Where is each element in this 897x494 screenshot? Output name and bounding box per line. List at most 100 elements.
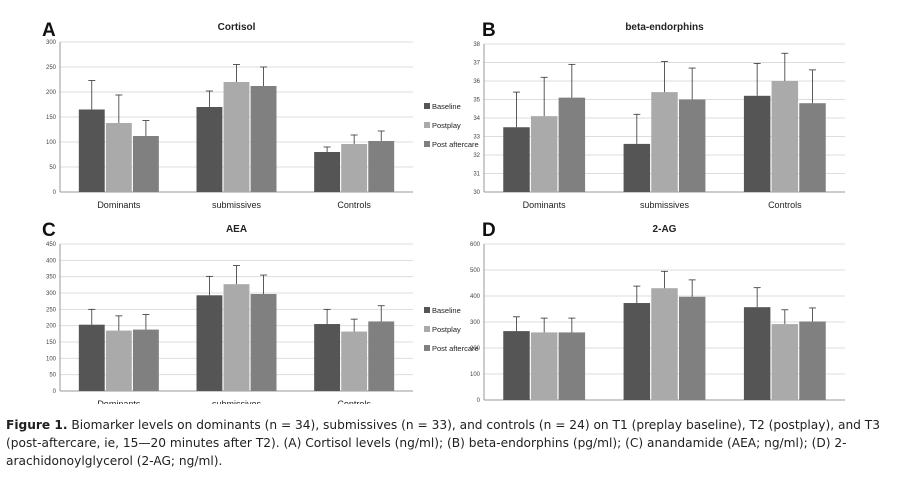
panel-a-bar bbox=[132, 136, 159, 192]
panel-c-legend-swatch bbox=[424, 345, 430, 351]
panel-b-bar bbox=[771, 81, 799, 192]
panel-d-ytick-label: 400 bbox=[470, 294, 481, 300]
panel-c-title: AEA bbox=[226, 224, 247, 235]
panel-a-legend-swatch bbox=[424, 122, 430, 128]
panel-c-legend-label: Post aftercare bbox=[432, 344, 479, 353]
panel-b-bar bbox=[743, 95, 771, 192]
panel-c-bar bbox=[196, 295, 223, 391]
caption-label: Figure 1. bbox=[6, 418, 68, 432]
panel-d-bar bbox=[743, 307, 771, 400]
panel-c-ytick-label: 300 bbox=[46, 291, 57, 297]
panel-d-title: 2-AG bbox=[653, 224, 677, 235]
panel-b-letter: B bbox=[482, 20, 496, 41]
figure-caption: Figure 1. Biomarker levels on dominants … bbox=[6, 416, 891, 470]
panel-d-bar bbox=[503, 331, 530, 400]
panel-b-title: beta-endorphins bbox=[625, 22, 704, 33]
panel-a-legend-label: Baseline bbox=[432, 102, 461, 111]
panel-d-ytick-label: 100 bbox=[470, 372, 481, 378]
panel-d-ytick-label: 300 bbox=[470, 320, 481, 326]
panel-d-bar bbox=[530, 332, 558, 400]
panel-b-ytick-label: 31 bbox=[473, 172, 480, 178]
panel-c-ytick-label: 0 bbox=[53, 389, 57, 395]
panel-a-bar bbox=[314, 152, 341, 192]
panel-a-ytick-label: 300 bbox=[46, 40, 57, 46]
panel-c-bar bbox=[250, 293, 277, 391]
panel-d-ytick-label: 600 bbox=[470, 242, 481, 248]
panel-c-ytick-label: 450 bbox=[46, 242, 57, 248]
panel-d-bar bbox=[558, 332, 586, 400]
panel-c-bar bbox=[368, 321, 395, 391]
panel-b-bar bbox=[678, 99, 706, 192]
panel-d-bar bbox=[771, 324, 799, 400]
panel-b-category-label: Controls bbox=[768, 200, 802, 210]
panel-d-bar bbox=[678, 296, 706, 400]
panel-b-ytick-label: 30 bbox=[473, 190, 480, 196]
panel-a-legend-swatch bbox=[424, 141, 430, 147]
panel-b-bar bbox=[558, 97, 586, 192]
panel-a-legend-label: Postplay bbox=[432, 121, 461, 130]
panel-c-bar bbox=[223, 284, 250, 391]
panel-a-bar bbox=[105, 123, 132, 192]
panel-a-ytick-label: 100 bbox=[46, 140, 57, 146]
panel-b-bar bbox=[530, 116, 558, 192]
panel-c-bar bbox=[314, 324, 341, 391]
panel-c-category-label: Dominants bbox=[97, 399, 141, 404]
panel-c-legend-swatch bbox=[424, 326, 430, 332]
caption-text: Biomarker levels on dominants (n = 34), … bbox=[6, 418, 880, 468]
panel-c-legend-label: Baseline bbox=[432, 306, 461, 315]
panel-c-letter: C bbox=[42, 220, 56, 241]
panel-b-ytick-label: 37 bbox=[473, 61, 480, 67]
panel-b-category-label: Dominants bbox=[523, 200, 567, 210]
panel-a-category-label: submissives bbox=[212, 200, 262, 210]
panel-d-bar bbox=[651, 288, 678, 400]
panel-d-bar bbox=[799, 321, 826, 400]
panel-a-bar bbox=[78, 109, 105, 192]
panel-a-ytick-label: 200 bbox=[46, 90, 57, 96]
panel-b-bar bbox=[799, 103, 826, 192]
panel-b-bar bbox=[503, 127, 530, 192]
panel-d-bar bbox=[623, 303, 651, 400]
panel-b-ytick-label: 33 bbox=[473, 135, 480, 141]
panel-c-ytick-label: 100 bbox=[46, 356, 57, 362]
panel-a-title: Cortisol bbox=[218, 22, 256, 33]
panel-b-bar bbox=[623, 143, 651, 192]
panel-c-ytick-label: 50 bbox=[49, 373, 56, 379]
panel-b-ytick-label: 32 bbox=[473, 153, 480, 159]
panel-c-ytick-label: 200 bbox=[46, 324, 57, 330]
panel-a-ytick-label: 250 bbox=[46, 65, 57, 71]
panel-d-ytick-label: 500 bbox=[470, 268, 481, 274]
panel-c-bar bbox=[132, 329, 159, 391]
panel-a-bar bbox=[250, 86, 277, 192]
panel-c-category-label: Controls bbox=[337, 399, 371, 404]
panel-a-ytick-label: 150 bbox=[46, 115, 57, 121]
panel-a-legend-swatch bbox=[424, 103, 430, 109]
panel-c-legend-swatch bbox=[424, 307, 430, 313]
panel-a-bar bbox=[196, 107, 223, 192]
panel-a-ytick-label: 50 bbox=[49, 165, 56, 171]
panel-a-category-label: Dominants bbox=[97, 200, 141, 210]
panel-c-legend-label: Postplay bbox=[432, 325, 461, 334]
panel-b-category-label: submissives bbox=[640, 200, 690, 210]
panel-c-bar bbox=[78, 324, 105, 391]
panel-b-ytick-label: 34 bbox=[473, 116, 480, 122]
panel-c-ytick-label: 400 bbox=[46, 258, 57, 264]
panel-b-ytick-label: 38 bbox=[473, 42, 480, 48]
panel-b-ytick-label: 36 bbox=[473, 79, 480, 85]
panel-d-letter: D bbox=[482, 220, 496, 241]
panel-b-bar bbox=[651, 92, 678, 192]
panel-d-ytick-label: 0 bbox=[477, 398, 481, 404]
panel-c-ytick-label: 150 bbox=[46, 340, 57, 346]
panel-a-legend-label: Post aftercare bbox=[432, 140, 479, 149]
panel-a-bar bbox=[368, 141, 395, 192]
panel-c-ytick-label: 250 bbox=[46, 307, 57, 313]
panel-b-ytick-label: 35 bbox=[473, 98, 480, 104]
panel-d-ytick-label: 200 bbox=[470, 346, 481, 352]
panel-c-bar bbox=[105, 330, 132, 391]
panel-a-letter: A bbox=[42, 20, 56, 41]
panel-a-bar bbox=[223, 82, 250, 192]
panel-c-category-label: submissives bbox=[212, 399, 262, 404]
panel-a-ytick-label: 0 bbox=[53, 190, 57, 196]
panel-a-category-label: Controls bbox=[337, 200, 371, 210]
panel-c-ytick-label: 350 bbox=[46, 275, 57, 281]
